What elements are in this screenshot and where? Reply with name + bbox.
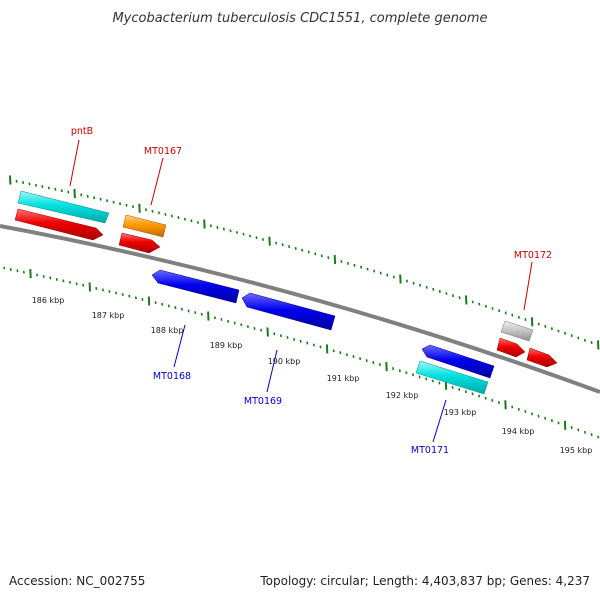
kbp-label: 195 kbp	[560, 446, 593, 455]
kbp-label: 187 kbp	[92, 311, 125, 320]
leader-MT0168	[173, 324, 186, 368]
leader-MT0172	[523, 261, 533, 311]
gene-red-right-1[interactable]	[496, 337, 526, 358]
leader-MT0167	[150, 157, 164, 206]
tick-row-forward	[9, 175, 600, 350]
kbp-label: 192 kbp	[386, 391, 419, 400]
leader-MT0171	[432, 399, 447, 443]
leader-pntB	[69, 139, 80, 187]
gene-label-MT0169[interactable]: MT0169	[244, 396, 282, 407]
gene-red-right-2[interactable]	[526, 347, 558, 368]
gene-label-MT0167[interactable]: MT0167	[144, 146, 182, 157]
gene-MT0171-blue[interactable]	[421, 344, 495, 379]
gene-MT0167-orange[interactable]	[122, 214, 167, 238]
gene-label-MT0168[interactable]: MT0168	[153, 371, 191, 382]
kbp-label: 189 kbp	[210, 341, 243, 350]
tick-row-reverse	[3, 266, 600, 439]
kbp-label: 188 kbp	[151, 326, 184, 335]
gene-MT0171-cyan[interactable]	[415, 360, 489, 395]
kbp-label: 191 kbp	[327, 374, 360, 383]
gene-MT0172-gray[interactable]	[500, 320, 534, 342]
gene-label-pntB[interactable]: pntB	[71, 126, 93, 137]
genome-summary-text: Topology: circular; Length: 4,403,837 bp…	[259, 574, 590, 588]
genome-backbone	[0, 224, 600, 394]
accession-text: Accession: NC_002755	[9, 574, 145, 588]
kbp-label: 186 kbp	[32, 296, 65, 305]
kbp-label: 190 kbp	[268, 357, 301, 366]
gene-red-upper-left[interactable]	[14, 208, 104, 241]
gene-red-near-MT0167[interactable]	[118, 232, 161, 254]
kbp-label: 193 kbp	[444, 408, 477, 417]
gene-MT0169-blue[interactable]	[241, 292, 336, 331]
gene-label-MT0172[interactable]: MT0172	[514, 250, 552, 261]
gene-MT0168-blue[interactable]	[151, 269, 240, 304]
gene-label-MT0171[interactable]: MT0171	[411, 445, 449, 456]
gene-pntB-cyan[interactable]	[17, 190, 110, 224]
leader-MT0169	[266, 349, 278, 393]
map-title: Mycobacterium tuberculosis CDC1551, comp…	[112, 11, 487, 26]
kbp-label: 194 kbp	[502, 427, 535, 436]
